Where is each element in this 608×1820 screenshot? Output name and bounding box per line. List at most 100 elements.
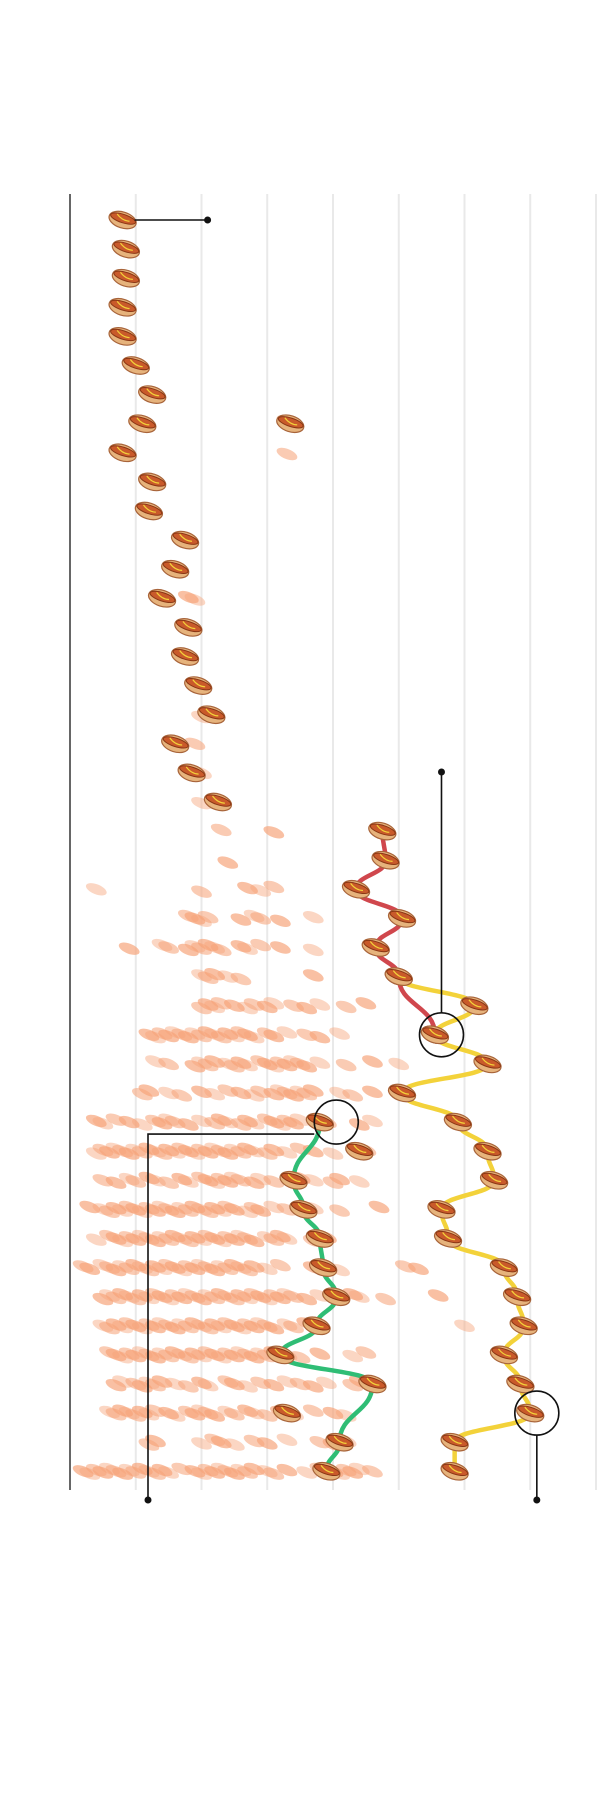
field-dot xyxy=(289,1351,311,1364)
field-dot xyxy=(230,1118,252,1131)
field-dot xyxy=(99,1321,120,1335)
field-dot xyxy=(230,1056,252,1069)
field-dot xyxy=(217,1147,239,1160)
field-dot xyxy=(289,1113,311,1126)
field-dot xyxy=(250,1290,272,1303)
field-dot xyxy=(197,1146,219,1159)
field-dot xyxy=(131,1118,153,1131)
field-dot xyxy=(158,1029,179,1043)
field-dot xyxy=(322,1147,344,1160)
field-dot xyxy=(342,1378,364,1392)
field-dot xyxy=(335,1000,357,1014)
field-dot xyxy=(145,1204,166,1217)
field-dot xyxy=(151,1375,173,1388)
field-dot xyxy=(191,1292,212,1306)
field-dot xyxy=(309,1056,331,1069)
field-dot xyxy=(184,912,206,925)
hot-dog-icon xyxy=(119,352,153,379)
field-dot xyxy=(309,1030,331,1044)
field-dot xyxy=(243,1030,265,1044)
field-dot xyxy=(138,1291,160,1305)
hot-dog-icon xyxy=(270,1400,304,1426)
field-dot xyxy=(204,1232,226,1245)
field-dot xyxy=(237,1028,258,1042)
leader-dot xyxy=(144,1496,152,1504)
field-dot xyxy=(309,1347,331,1360)
field-dot xyxy=(224,1438,245,1451)
field-dot xyxy=(276,1463,298,1477)
field-dot xyxy=(296,1087,318,1101)
field-dot xyxy=(118,1115,140,1129)
field-dot xyxy=(171,1263,193,1277)
field-dot xyxy=(270,914,291,928)
field-dot xyxy=(145,1434,166,1448)
field-dot xyxy=(177,1320,199,1334)
field-dot xyxy=(322,1406,344,1420)
hot-dog-icon xyxy=(303,1109,337,1135)
hot-dog-icon xyxy=(181,673,215,699)
field-dot xyxy=(388,1057,410,1071)
field-dot xyxy=(263,1467,285,1480)
field-dot xyxy=(125,1292,147,1306)
field-dot xyxy=(164,1261,186,1274)
field-dot xyxy=(184,1262,206,1276)
hot-dog-icon xyxy=(109,236,143,262)
field-dot xyxy=(204,1409,226,1422)
field-dot xyxy=(191,914,212,928)
field-dot xyxy=(224,1292,245,1306)
field-dot xyxy=(112,1204,133,1217)
field-dot xyxy=(237,1404,258,1417)
field-dot xyxy=(263,880,285,894)
field-dot xyxy=(224,1029,245,1043)
field-dot xyxy=(210,1351,232,1364)
field-dots xyxy=(72,415,475,1480)
hot-dog-icon xyxy=(273,411,307,437)
field-dot xyxy=(210,1234,232,1248)
field-dot xyxy=(138,1408,160,1421)
field-dot xyxy=(224,1319,245,1333)
field-dot xyxy=(263,1175,285,1188)
field-dot xyxy=(256,1409,278,1422)
field-dot xyxy=(237,1114,258,1128)
field-dot xyxy=(250,1204,272,1217)
hot-dog-icon xyxy=(369,847,402,873)
field-dot xyxy=(158,1292,179,1306)
field-dot xyxy=(250,884,272,897)
field-dot xyxy=(197,971,219,985)
field-dot xyxy=(151,1117,173,1130)
hot-dog-icon xyxy=(194,702,228,728)
leader-dot xyxy=(437,768,445,776)
field-dot xyxy=(105,1408,127,1421)
hot-dog-icon xyxy=(109,265,143,291)
field-dot xyxy=(224,1203,245,1216)
field-dot xyxy=(217,1262,239,1276)
field-dot xyxy=(210,1320,232,1334)
field-dot xyxy=(105,1378,127,1392)
field-dot xyxy=(355,1346,377,1359)
field-dot xyxy=(85,883,107,896)
hot-dog-icon xyxy=(300,1313,333,1339)
field-dot xyxy=(243,1176,265,1189)
hot-dog-icon xyxy=(342,1138,376,1164)
field-dot xyxy=(184,1465,206,1478)
field-dot xyxy=(362,1055,383,1068)
field-dot xyxy=(224,1060,245,1073)
field-dot xyxy=(204,1318,226,1331)
field-dot xyxy=(105,1348,127,1362)
field-dot xyxy=(270,1291,291,1305)
field-dot xyxy=(316,1376,337,1390)
hot-dog-icon xyxy=(323,1429,356,1455)
field-dot xyxy=(85,1147,107,1160)
hot-dog-icon xyxy=(106,207,139,233)
field-dot xyxy=(256,1292,278,1306)
field-dot xyxy=(158,941,179,954)
field-dot xyxy=(243,1117,265,1130)
field-dot xyxy=(270,1229,291,1243)
field-dot xyxy=(164,1146,186,1159)
field-dot xyxy=(296,1466,318,1479)
field-dot xyxy=(191,1467,212,1480)
field-dot xyxy=(243,1234,265,1248)
field-dot xyxy=(263,1115,285,1129)
field-dot xyxy=(164,1409,186,1422)
highlight-ring xyxy=(313,1099,360,1145)
